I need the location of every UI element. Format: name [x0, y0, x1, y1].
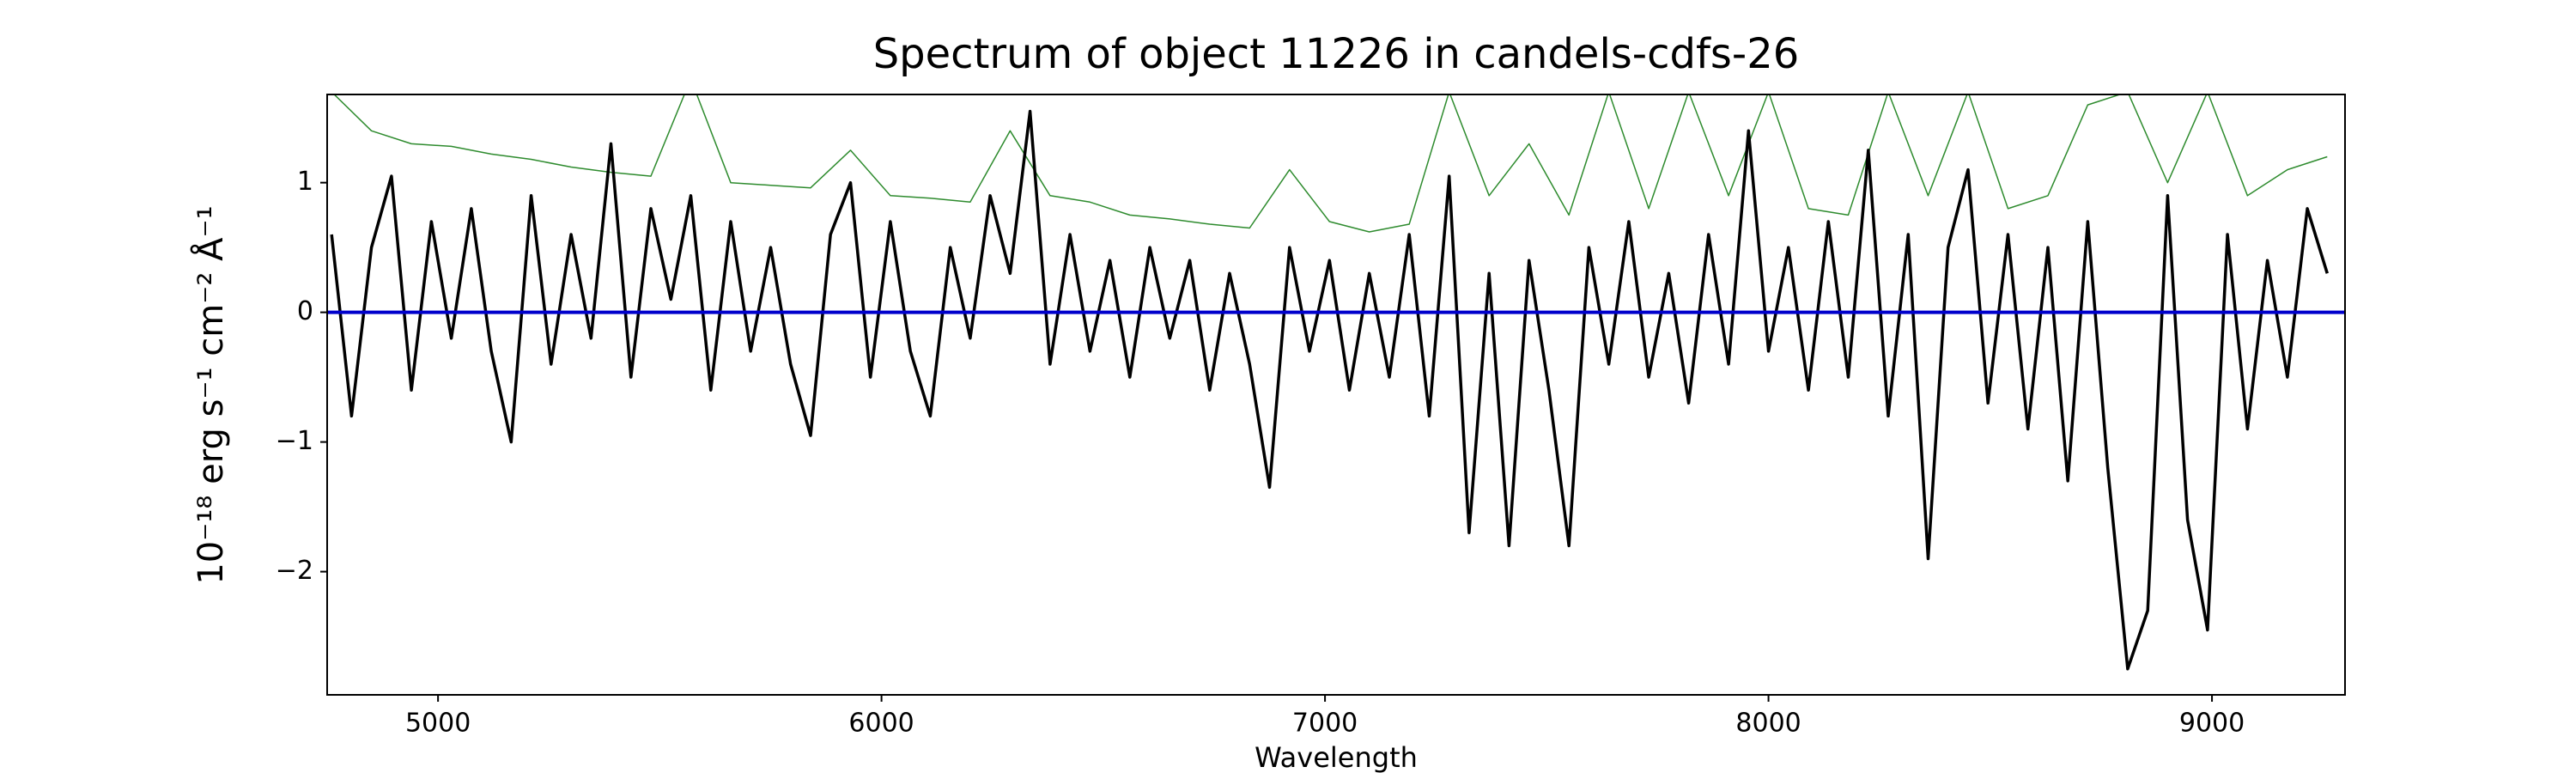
x-tick-label: 6000 — [848, 709, 914, 739]
x-tick-label: 8000 — [1735, 709, 1801, 739]
y-tick-label: −2 — [276, 556, 313, 586]
y-tick-label: 0 — [297, 296, 313, 326]
x-axis-label: Wavelength — [1255, 741, 1418, 773]
y-tick-label: 1 — [297, 167, 313, 197]
x-tick-label: 9000 — [2179, 709, 2245, 739]
plot-area — [327, 94, 2345, 671]
spectrum-line — [330, 109, 2329, 671]
y-axis-label: 10⁻¹⁸ erg s⁻¹ cm⁻² Å⁻¹ — [190, 205, 231, 584]
y-tick-label: −1 — [276, 426, 313, 456]
chart-title: Spectrum of object 11226 in candels-cdfs… — [873, 30, 1800, 78]
x-tick-label: 7000 — [1292, 709, 1358, 739]
axes-frame — [326, 94, 2346, 696]
spectrum-line — [333, 94, 2328, 233]
x-tick-label: 5000 — [405, 709, 471, 739]
